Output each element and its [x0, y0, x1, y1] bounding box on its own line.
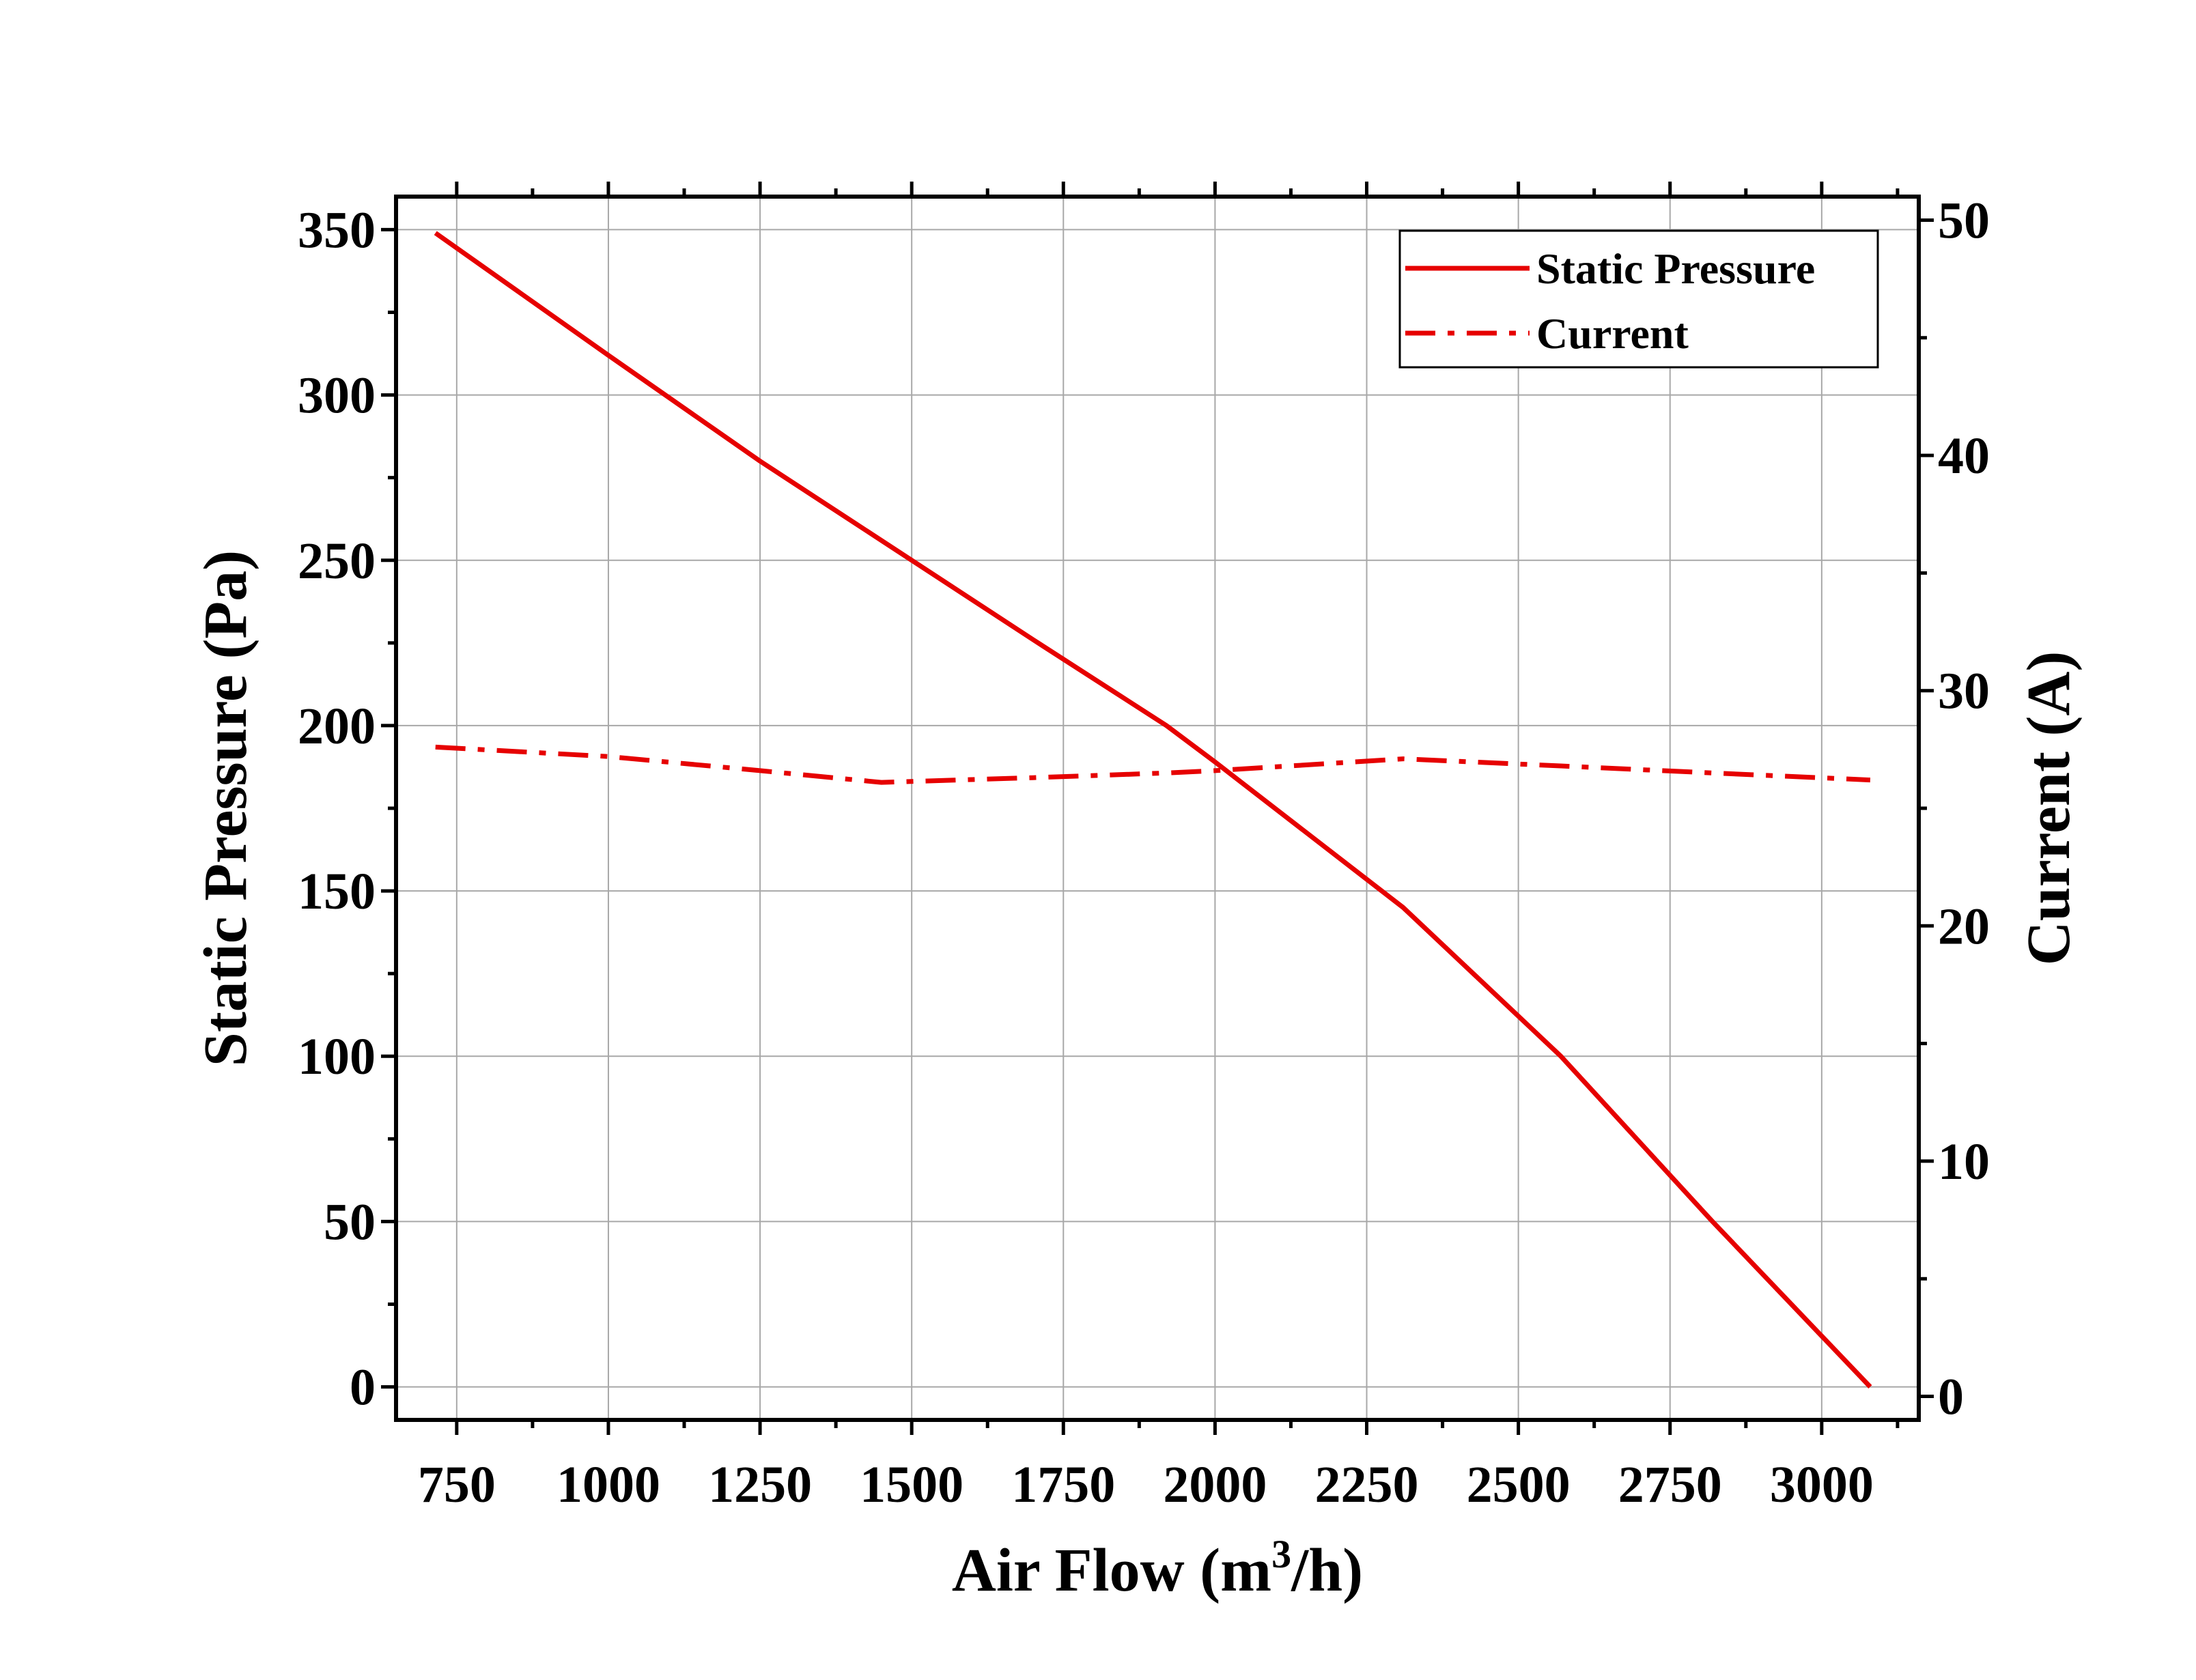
y-tick-label: 150 — [298, 863, 376, 920]
grid — [396, 197, 1919, 1420]
series-line-current — [435, 744, 1871, 785]
x-tick-label: 2000 — [1163, 1456, 1267, 1513]
y-tick-label: 200 — [298, 698, 376, 755]
x-axis-title: Air Flow (m3/h) — [952, 1532, 1363, 1604]
y-tick-label: 350 — [298, 201, 376, 259]
y2-tick-label: 30 — [1938, 663, 1990, 720]
y2-tick-label: 40 — [1938, 427, 1990, 485]
y2-tick-label: 20 — [1938, 898, 1990, 955]
x-tick-label: 3000 — [1770, 1456, 1874, 1513]
x-tick-label: 2250 — [1315, 1456, 1419, 1513]
x-tick-label: 1750 — [1011, 1456, 1115, 1513]
plot-series — [434, 231, 1872, 1389]
x-axis-title-superscript: 3 — [1271, 1532, 1291, 1576]
x-axis-title-tail: /h) — [1291, 1537, 1363, 1604]
axis-ticks — [381, 182, 1934, 1435]
x-tick-label: 2500 — [1467, 1456, 1571, 1513]
plot-frame — [394, 195, 1921, 1422]
y2-tick-label: 50 — [1938, 192, 1990, 249]
series-line-static-pressure — [434, 231, 1872, 1389]
y-tick-label: 250 — [298, 532, 376, 590]
y2-tick-label: 0 — [1938, 1369, 1964, 1426]
y-tick-label: 50 — [324, 1193, 376, 1251]
y-axis-title: Static Pressure (Pa) — [192, 550, 259, 1066]
tick-labels: 750 1000 1250 1500 1750 2000 2250 2500 2750 30000… — [298, 192, 1990, 1513]
x-tick-label: 1000 — [557, 1456, 660, 1513]
x-tick-label: 1500 — [860, 1456, 963, 1513]
legend-box — [1398, 229, 1879, 369]
y-tick-label: 0 — [350, 1359, 376, 1416]
legend-label-current: Current — [1536, 309, 1689, 358]
x-tick-label: 1250 — [708, 1456, 812, 1513]
y2-axis-title: Current (A) — [2015, 651, 2083, 966]
x-tick-label: 750 — [418, 1456, 496, 1513]
y2-tick-label: 10 — [1938, 1133, 1990, 1191]
x-tick-label: 2750 — [1618, 1456, 1722, 1513]
y-tick-label: 100 — [298, 1028, 376, 1085]
legend-label-static-pressure: Static Pressure — [1536, 244, 1815, 293]
legend: Static Pressure Current — [1398, 229, 1879, 369]
y-tick-label: 300 — [298, 367, 376, 425]
